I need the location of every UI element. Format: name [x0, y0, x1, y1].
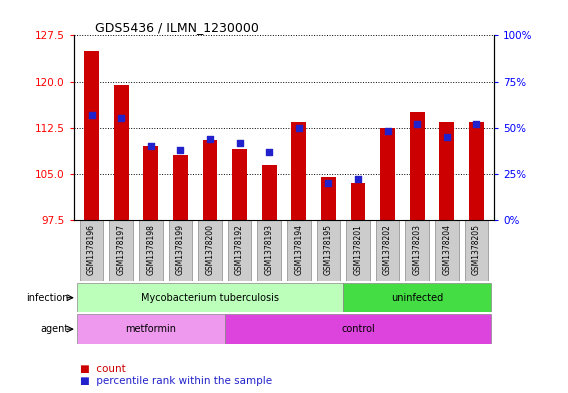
Bar [316, 220, 340, 281]
Text: GSM1378196: GSM1378196 [87, 224, 96, 275]
Text: GSM1378195: GSM1378195 [324, 224, 333, 275]
Text: metformin: metformin [126, 324, 176, 334]
Bar [169, 220, 192, 281]
Bar [343, 283, 491, 312]
Text: GSM1378201: GSM1378201 [353, 224, 362, 275]
Text: GSM1378204: GSM1378204 [442, 224, 452, 275]
Text: GDS5436 / ILMN_1230000: GDS5436 / ILMN_1230000 [95, 21, 259, 34]
Bar [173, 155, 188, 220]
Point [472, 121, 481, 127]
Text: GSM1378193: GSM1378193 [265, 224, 274, 275]
Bar [84, 51, 99, 220]
Text: GSM1378198: GSM1378198 [147, 224, 155, 275]
Bar [228, 220, 252, 281]
Bar [346, 220, 370, 281]
Bar [287, 220, 311, 281]
Point [87, 112, 96, 118]
Point [235, 140, 244, 146]
Bar [225, 314, 491, 344]
Point [176, 147, 185, 153]
Text: GSM1378200: GSM1378200 [206, 224, 215, 275]
Text: GSM1378194: GSM1378194 [294, 224, 303, 275]
Bar [435, 220, 458, 281]
Text: infection: infection [26, 293, 68, 303]
Point [383, 128, 392, 134]
Text: uninfected: uninfected [391, 293, 444, 303]
Bar [203, 140, 218, 220]
Text: GSM1378202: GSM1378202 [383, 224, 392, 275]
Point [413, 121, 422, 127]
Bar [198, 220, 222, 281]
Point [294, 125, 303, 131]
Bar [139, 220, 162, 281]
Bar [440, 121, 454, 220]
Bar [321, 177, 336, 220]
Bar [110, 220, 133, 281]
Bar [380, 128, 395, 220]
Text: Mycobacterium tuberculosis: Mycobacterium tuberculosis [141, 293, 279, 303]
Bar [291, 121, 306, 220]
Bar [257, 220, 281, 281]
Point [116, 115, 126, 121]
Text: control: control [341, 324, 375, 334]
Text: GSM1378203: GSM1378203 [413, 224, 421, 275]
Text: agent: agent [40, 324, 68, 334]
Bar [77, 283, 343, 312]
Bar [232, 149, 247, 220]
Bar [410, 112, 425, 220]
Point [353, 176, 362, 183]
Point [265, 149, 274, 155]
Bar [350, 183, 365, 220]
Bar [80, 220, 103, 281]
Point [206, 136, 215, 142]
Bar [406, 220, 429, 281]
Point [324, 180, 333, 186]
Bar [114, 84, 128, 220]
Bar [469, 121, 484, 220]
Bar [465, 220, 488, 281]
Bar [143, 146, 158, 220]
Text: GSM1378199: GSM1378199 [176, 224, 185, 275]
Point [146, 143, 155, 149]
Point [442, 134, 452, 140]
Text: GSM1378197: GSM1378197 [116, 224, 126, 275]
Text: GSM1378205: GSM1378205 [472, 224, 481, 275]
Bar [77, 314, 225, 344]
Text: ■  count: ■ count [80, 364, 126, 375]
Text: ■  percentile rank within the sample: ■ percentile rank within the sample [80, 376, 272, 386]
Text: GSM1378192: GSM1378192 [235, 224, 244, 275]
Bar [376, 220, 399, 281]
Bar [262, 165, 277, 220]
